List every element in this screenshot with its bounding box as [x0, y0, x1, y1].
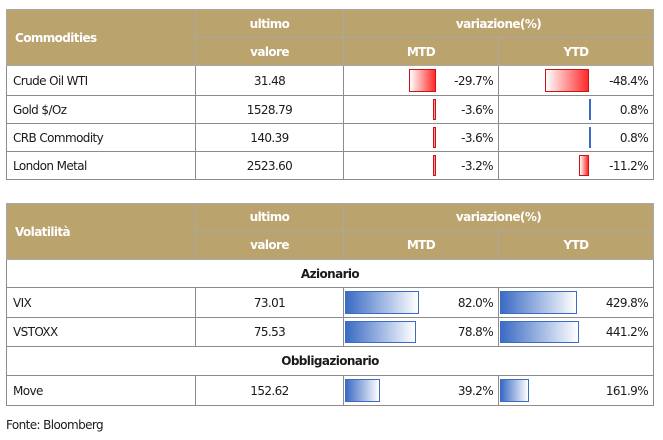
ytd-value: 0.8% [619, 102, 649, 117]
volatility-header-label: Volatilità [6, 203, 196, 260]
row-value: 2523.60 [195, 151, 344, 180]
mtd-value: 82.0% [457, 295, 494, 310]
mtd-cell: -3.6% [343, 123, 499, 152]
ytd-value: 0.8% [619, 130, 649, 145]
section-bond-label: Obbligazionario [6, 346, 654, 376]
mtd-bar [345, 291, 419, 314]
section-equity-label: Azionario [6, 259, 654, 288]
mtd-value: -3.6% [461, 130, 493, 145]
ytd-bar [589, 99, 591, 120]
commodities-header-valore: valore [195, 37, 344, 66]
row-name: CRB Commodity [6, 123, 196, 152]
table-row: London Metal 2523.60 -3.2% -11.2% [6, 151, 654, 180]
ytd-cell: 161.9% [498, 375, 654, 406]
ytd-bar [578, 155, 589, 176]
row-value: 140.39 [195, 123, 344, 152]
ytd-cell: 441.2% [498, 317, 654, 347]
ytd-value: 429.8% [605, 295, 649, 310]
ytd-cell: 0.8% [498, 95, 654, 124]
commodities-table: Commodities ultimo variazione(%) valore … [6, 9, 654, 180]
table-row: VSTOXX 75.53 78.8% 441.2% [6, 317, 654, 347]
commodities-header-mtd: MTD [343, 37, 499, 66]
ytd-cell: -48.4% [498, 65, 654, 96]
row-value: 1528.79 [195, 95, 344, 124]
mtd-value: -3.6% [461, 102, 493, 117]
ytd-value: -11.2% [609, 158, 648, 173]
mtd-bar [432, 99, 436, 120]
volatility-header-ultimo: ultimo [195, 203, 344, 231]
commodities-header-ytd: YTD [498, 37, 654, 66]
row-name: VIX [6, 287, 196, 318]
ytd-bar [589, 127, 591, 148]
table-row: Gold $/Oz 1528.79 -3.6% 0.8% [6, 95, 654, 124]
mtd-cell: -3.2% [343, 151, 499, 180]
commodities-header-label: Commodities [6, 9, 196, 66]
ytd-bar [500, 291, 578, 314]
mtd-cell: 78.8% [343, 317, 499, 347]
row-value: 152.62 [195, 375, 344, 406]
mtd-cell: -3.6% [343, 95, 499, 124]
volatility-table: Volatilità ultimo variazione(%) valore M… [6, 203, 654, 406]
ytd-bar [500, 379, 530, 402]
mtd-cell: 39.2% [343, 375, 499, 406]
mtd-bar [433, 155, 436, 176]
volatility-header-mtd: MTD [343, 230, 499, 260]
row-name: London Metal [6, 151, 196, 180]
mtd-cell: -29.7% [343, 65, 499, 96]
table-row: CRB Commodity 140.39 -3.6% 0.8% [6, 123, 654, 152]
volatility-header-variazione: variazione(%) [343, 203, 654, 231]
section-row: Obbligazionario [6, 346, 654, 376]
table-row: Move 152.62 39.2% 161.9% [6, 375, 654, 406]
ytd-value: -48.4% [609, 73, 648, 88]
mtd-bar [345, 321, 416, 343]
mtd-bar [345, 379, 381, 402]
source-note: Fonte: Bloomberg [6, 418, 104, 432]
row-value: 31.48 [195, 65, 344, 96]
ytd-value: 441.2% [605, 325, 649, 339]
commodities-header-variazione: variazione(%) [343, 9, 654, 38]
ytd-bar [500, 321, 580, 343]
row-name: Gold $/Oz [6, 95, 196, 124]
table-row: VIX 73.01 82.0% 429.8% [6, 287, 654, 318]
mtd-value: 78.8% [457, 325, 494, 339]
table-row: Crude Oil WTI 31.48 -29.7% -48.4% [6, 65, 654, 96]
mtd-value: 39.2% [457, 383, 494, 398]
mtd-cell: 82.0% [343, 287, 499, 318]
row-name: VSTOXX [6, 317, 196, 347]
row-value: 73.01 [195, 287, 344, 318]
volatility-header-valore: valore [195, 230, 344, 260]
ytd-bar [545, 69, 589, 92]
mtd-bar [409, 69, 436, 92]
volatility-header-ytd: YTD [498, 230, 654, 260]
row-name: Crude Oil WTI [6, 65, 196, 96]
ytd-value: 161.9% [605, 383, 649, 398]
section-row: Azionario [6, 259, 654, 288]
commodities-header-ultimo: ultimo [195, 9, 344, 38]
ytd-cell: 429.8% [498, 287, 654, 318]
mtd-value: -3.2% [461, 158, 493, 173]
ytd-cell: 0.8% [498, 123, 654, 152]
row-name: Move [6, 375, 196, 406]
ytd-cell: -11.2% [498, 151, 654, 180]
row-value: 75.53 [195, 317, 344, 347]
mtd-value: -29.7% [454, 73, 493, 88]
mtd-bar [432, 127, 436, 148]
